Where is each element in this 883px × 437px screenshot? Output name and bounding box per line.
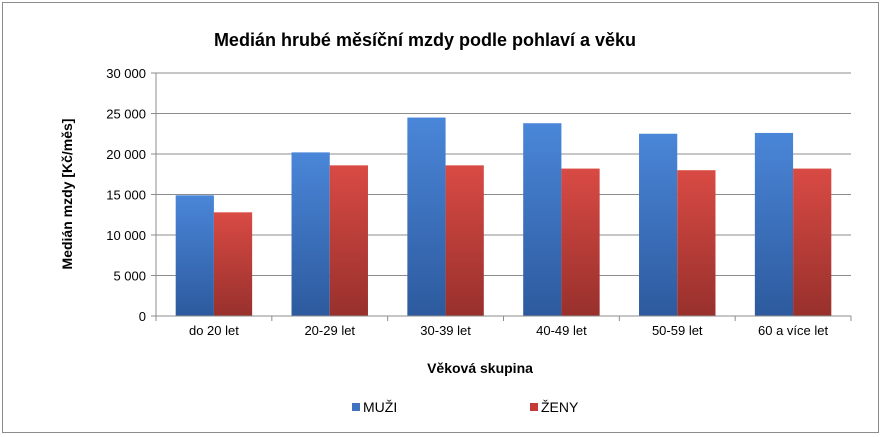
bar-muzi — [407, 117, 446, 316]
bar-zeny — [793, 168, 832, 316]
bar-muzi — [639, 133, 678, 316]
x-tick-label: 20-29 let — [304, 323, 355, 338]
y-axis-title: Medián mzdy [Kč/měs] — [59, 119, 75, 270]
bar-zeny — [561, 168, 600, 316]
chart-title: Medián hrubé měsíční mzdy podle pohlaví … — [214, 30, 636, 50]
gridlines — [156, 72, 851, 276]
x-tick-label: 60 a více let — [758, 323, 828, 338]
x-axis-title: Věková skupina — [427, 360, 533, 376]
bar-muzi — [523, 123, 562, 316]
y-tick-label: 25 000 — [106, 107, 146, 122]
y-tick-label: 0 — [139, 309, 146, 324]
y-tick-label: 5 000 — [113, 269, 146, 284]
bar-zeny — [445, 165, 484, 316]
x-tick-label: 50-59 let — [652, 323, 703, 338]
legend: MUŽI ŽENY — [352, 399, 579, 415]
legend-swatch-zeny — [530, 403, 538, 411]
y-axis-ticks: 0 5 000 10 000 15 000 20 000 25 000 30 000 — [106, 66, 156, 324]
bar-zeny — [329, 165, 368, 316]
x-tick-label: do 20 let — [189, 323, 239, 338]
bar-muzi — [291, 152, 330, 316]
x-tick-label: 30-39 let — [420, 323, 471, 338]
legend-label-muzi: MUŽI — [363, 399, 397, 415]
bar-muzi — [754, 132, 794, 316]
legend-swatch-muzi — [352, 403, 360, 411]
y-tick-label: 20 000 — [106, 147, 146, 162]
y-tick-label: 15 000 — [106, 188, 146, 203]
bar-muzi — [175, 195, 214, 316]
x-tick-label: 40-49 let — [536, 323, 587, 338]
legend-label-zeny: ŽENY — [541, 399, 579, 415]
bar-zeny — [213, 212, 253, 316]
y-tick-label: 30 000 — [106, 66, 146, 81]
bar-zeny — [677, 170, 716, 316]
x-axis-ticks: do 20 let 20-29 let 30-39 let 40-49 let 50-5… — [155, 316, 852, 338]
y-tick-label: 10 000 — [106, 228, 146, 243]
bars — [175, 117, 832, 316]
